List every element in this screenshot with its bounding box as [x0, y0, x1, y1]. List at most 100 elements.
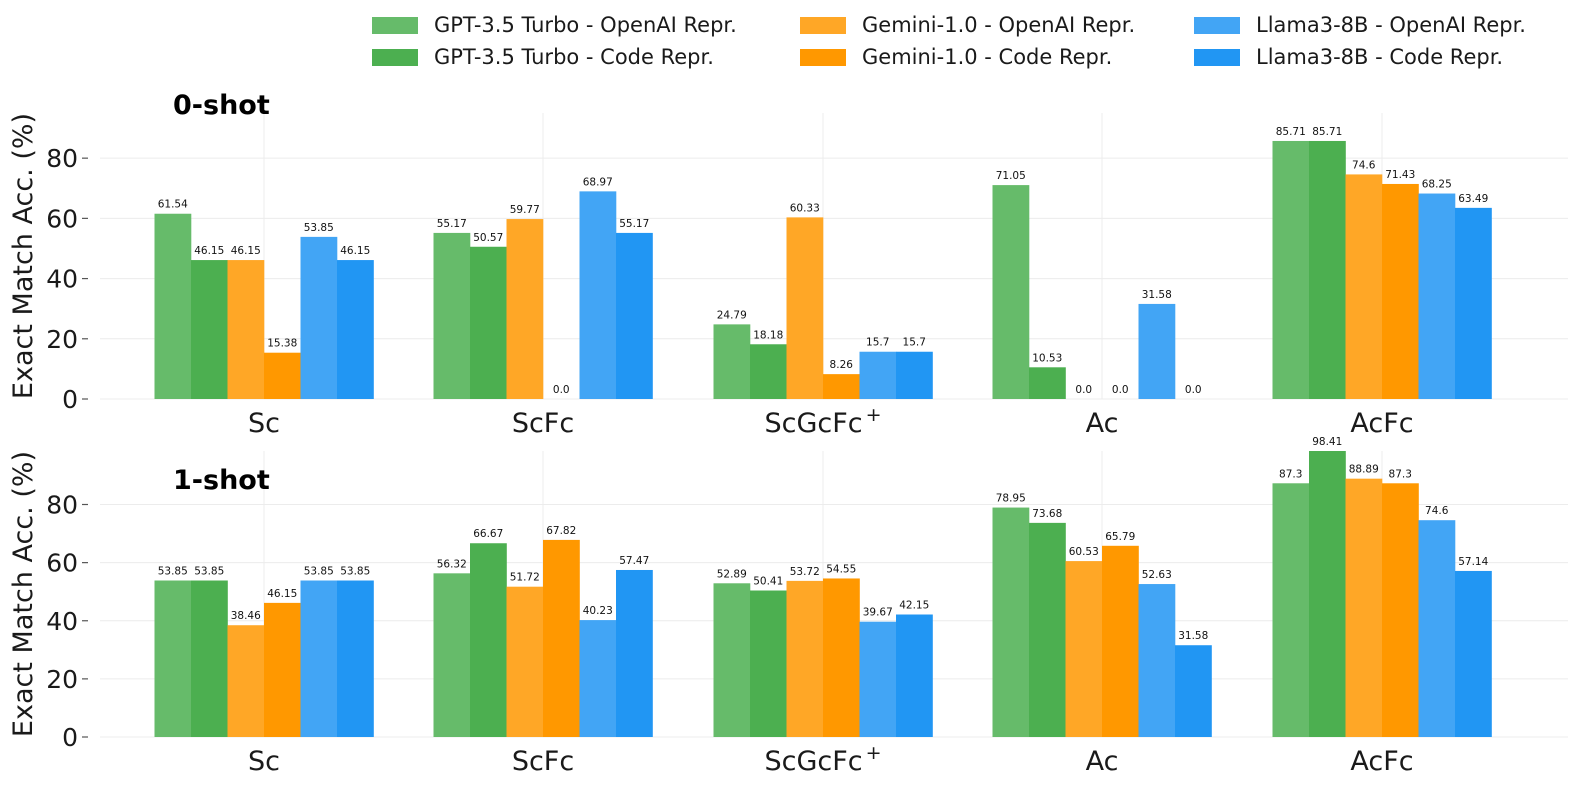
bar [786, 217, 824, 399]
x-tick-label: Sc [248, 408, 280, 439]
bar-value-label: 50.41 [753, 575, 783, 587]
bar-value-label: 40.23 [583, 605, 613, 617]
bar-value-label: 53.85 [304, 566, 334, 578]
bar-value-label: 55.17 [619, 218, 649, 230]
bar-value-label: 53.72 [790, 566, 820, 578]
bar-value-label: 59.77 [510, 204, 540, 216]
bar [579, 620, 617, 737]
bar [191, 580, 228, 737]
bar-value-label: 71.43 [1385, 169, 1415, 181]
bar-value-label: 0.0 [1075, 384, 1092, 396]
bar [992, 185, 1030, 399]
x-tick-label: ScFc [512, 746, 574, 777]
bar-value-label: 57.47 [619, 555, 649, 567]
bar [1418, 193, 1456, 399]
legend-label: GPT-3.5 Turbo - OpenAI Repr. [434, 13, 737, 37]
bar [786, 580, 824, 737]
bar [543, 539, 580, 737]
bar-value-label: 67.82 [546, 525, 576, 537]
bar-value-label: 18.18 [753, 329, 783, 341]
bar [433, 573, 471, 737]
bar [1065, 561, 1103, 737]
bar-value-label: 71.05 [996, 170, 1026, 182]
legend-label: Gemini-1.0 - Code Repr. [862, 45, 1113, 69]
bar [1382, 183, 1419, 399]
x-tick-label: ScGcFc + [764, 404, 881, 439]
bar-value-label: 61.54 [158, 199, 188, 211]
panel-title: 0-shot [173, 90, 270, 121]
bar-value-label: 8.26 [830, 359, 854, 371]
legend-label: Gemini-1.0 - OpenAI Repr. [862, 13, 1136, 37]
bar-value-label: 46.15 [231, 245, 261, 257]
legend-swatch [1194, 16, 1240, 34]
bar [896, 351, 933, 399]
bar [616, 569, 653, 737]
y-tick-label: 40 [46, 607, 78, 636]
legend-label: Llama3-8B - Code Repr. [1256, 45, 1504, 69]
bar [506, 219, 544, 399]
bar [264, 352, 301, 399]
bar [337, 260, 374, 399]
y-tick-label: 60 [46, 549, 78, 578]
bar-value-label: 88.89 [1349, 464, 1379, 476]
bar [191, 260, 228, 399]
bar-value-label: 53.85 [158, 566, 188, 578]
bar [1309, 140, 1346, 400]
bar-value-label: 38.46 [231, 610, 261, 622]
bar-value-label: 98.41 [1312, 436, 1342, 448]
bar [1272, 483, 1310, 737]
bar-value-label: 31.58 [1142, 289, 1172, 301]
bar-value-label: 10.53 [1032, 352, 1062, 364]
bar-value-label: 15.38 [267, 338, 297, 350]
bar [300, 580, 338, 737]
bar-value-label: 0.0 [1112, 384, 1129, 396]
x-tick-label: AcFc [1350, 408, 1413, 439]
bar-value-label: 52.89 [717, 568, 747, 580]
bar [154, 580, 192, 737]
bar [859, 351, 897, 399]
bar [750, 344, 787, 399]
bar [1455, 570, 1492, 737]
legend-item-llama-code: Llama3-8B - Code Repr. [1194, 44, 1503, 70]
bar-value-label: 42.15 [899, 600, 929, 612]
legend-swatch [1194, 48, 1240, 66]
legend-item-gpt35-code: GPT-3.5 Turbo - Code Repr. [372, 44, 714, 70]
x-tick-label: Sc [248, 746, 280, 777]
y-tick-label: 80 [46, 491, 78, 520]
bar-value-label: 78.95 [996, 493, 1026, 505]
legend-swatch [800, 16, 846, 34]
bar [1455, 207, 1492, 399]
x-tick-label: ScGcFc + [764, 742, 881, 777]
legend-item-gemini-openai: Gemini-1.0 - OpenAI Repr. [800, 12, 1135, 38]
y-axis-label: Exact Match Acc. (%) [8, 451, 39, 737]
y-tick-label: 80 [46, 144, 78, 173]
legend-label: GPT-3.5 Turbo - Code Repr. [434, 45, 714, 69]
bar-value-label: 65.79 [1105, 531, 1135, 543]
bar-value-label: 68.97 [583, 176, 613, 188]
bar [992, 507, 1030, 737]
bar [713, 324, 751, 399]
bar-value-label: 52.63 [1142, 569, 1172, 581]
bar [823, 374, 860, 399]
bar [1418, 520, 1456, 737]
bar-value-label: 73.68 [1032, 508, 1062, 520]
bar-value-label: 85.71 [1276, 126, 1306, 138]
bar [264, 602, 301, 737]
bar [823, 578, 860, 737]
y-tick-label: 0 [62, 385, 78, 414]
x-tick-label: AcFc [1350, 746, 1413, 777]
legend-label: Llama3-8B - OpenAI Repr. [1256, 13, 1526, 37]
y-tick-label: 40 [46, 265, 78, 294]
bar [1029, 367, 1066, 399]
bar [1138, 584, 1176, 737]
bar-value-label: 85.71 [1312, 126, 1342, 138]
bar-value-label: 15.7 [866, 337, 889, 349]
bar [1345, 478, 1383, 737]
bar-value-label: 74.6 [1352, 159, 1376, 171]
bar [1102, 545, 1139, 737]
bar [300, 236, 338, 399]
bar [750, 590, 787, 737]
bar [1309, 451, 1346, 737]
